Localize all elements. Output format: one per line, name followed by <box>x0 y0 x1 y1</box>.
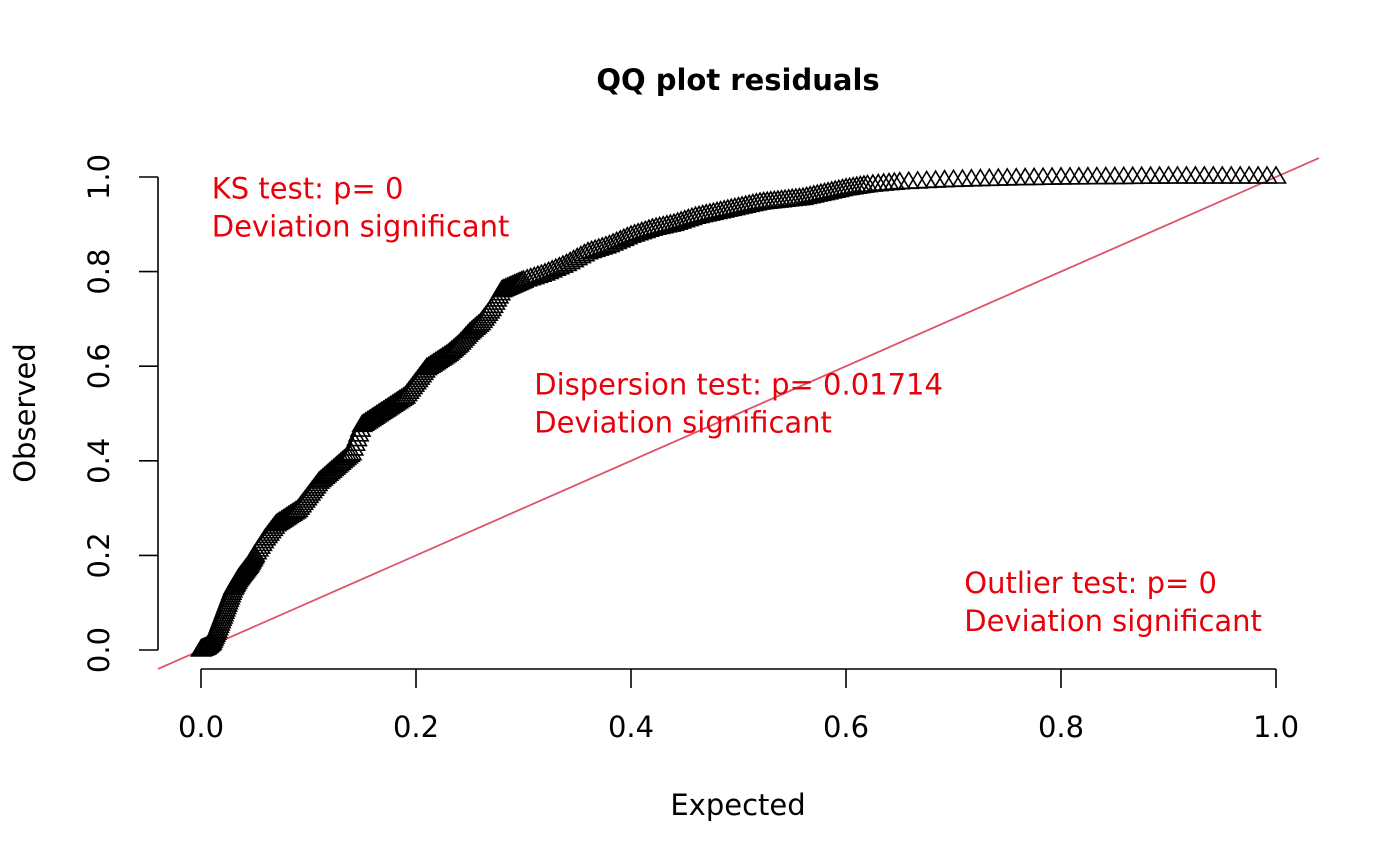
annotation-block: Dispersion test: p= 0.01714 Deviation sig… <box>534 368 943 440</box>
annotation-text: Deviation significant <box>212 209 510 243</box>
reference-line-layer <box>157 157 1320 670</box>
y-tick-label: 0.0 <box>82 627 116 673</box>
y-tick-label: 0.2 <box>82 532 116 578</box>
qq-point <box>279 503 302 522</box>
qq-point <box>340 442 363 461</box>
annotation-text: Deviation significant <box>964 604 1262 638</box>
x-tick-label: 0.2 <box>393 710 439 744</box>
y-axis-ticks: 0.0 0.2 0.4 0.6 0.8 1.0 <box>82 154 158 673</box>
qq-point <box>526 264 549 284</box>
qq-point <box>345 427 368 447</box>
annotation-text: KS test: p= 0 <box>212 171 404 205</box>
qq-point <box>283 501 306 520</box>
qq-point <box>541 259 564 278</box>
annotation-text: Deviation significant <box>534 406 832 440</box>
qq-point <box>605 230 628 250</box>
qq-point <box>390 387 413 407</box>
annotation-block: Outlier test: p= 0 Deviation significant <box>964 566 1262 638</box>
y-tick-label: 0.6 <box>82 343 116 389</box>
x-axis-label: Expected <box>670 788 805 822</box>
qq-point <box>534 262 556 281</box>
y-tick-label: 0.4 <box>82 438 116 484</box>
y-tick-label: 1.0 <box>82 154 116 200</box>
qq-point <box>383 392 406 411</box>
qq-point <box>612 227 635 247</box>
qq-point <box>276 505 298 525</box>
qq-point <box>537 260 560 280</box>
x-tick-label: 0.8 <box>1038 710 1084 744</box>
annotation-block: KS test: p= 0 Deviation significant <box>212 171 510 243</box>
x-tick-label: 0.6 <box>823 710 869 744</box>
x-tick-label: 0.0 <box>178 710 224 744</box>
qq-point <box>573 243 596 262</box>
qq-point <box>616 226 639 245</box>
qq-point <box>347 423 370 442</box>
qq-point <box>609 229 632 248</box>
x-axis-ticks: 0.0 0.2 0.4 0.6 0.8 1.0 <box>178 669 1299 744</box>
points-layer <box>190 165 1287 657</box>
qq-point <box>569 245 592 264</box>
x-tick-label: 0.4 <box>608 710 654 744</box>
chart-title: QQ plot residuals <box>596 63 879 97</box>
qq-point <box>530 263 553 282</box>
annotation-text: Dispersion test: p= 0.01714 <box>534 368 943 402</box>
qq-point <box>602 232 624 251</box>
qq-point <box>344 432 366 452</box>
x-tick-label: 1.0 <box>1253 710 1299 744</box>
annotation-text: Outlier test: p= 0 <box>964 566 1217 600</box>
y-tick-label: 0.8 <box>82 249 116 295</box>
qq-point <box>1265 165 1287 184</box>
reference-line <box>157 157 1320 670</box>
qq-point <box>342 437 365 456</box>
qq-point <box>595 235 617 254</box>
qq-point <box>387 390 409 409</box>
qq-point <box>598 234 621 253</box>
y-axis-label: Observed <box>8 343 42 483</box>
qq-point <box>591 236 614 255</box>
